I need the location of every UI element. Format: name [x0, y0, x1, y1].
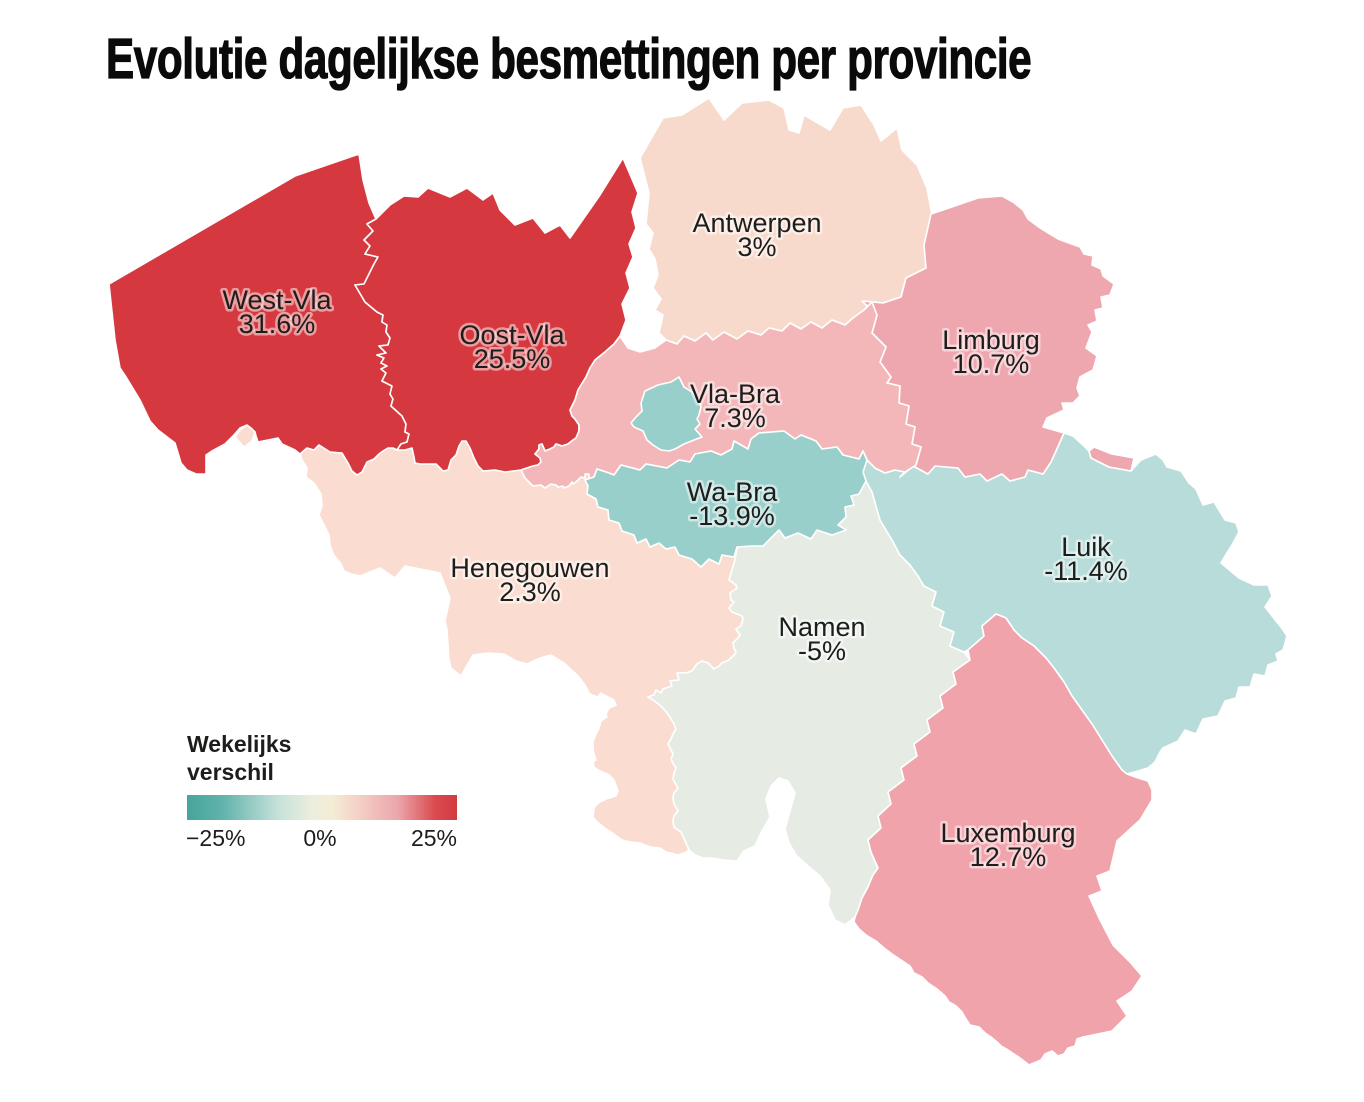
svg-text:Luik: Luik: [1061, 532, 1111, 562]
svg-text:Antwerpen: Antwerpen: [692, 208, 821, 238]
svg-text:10.7%: 10.7%: [953, 349, 1030, 379]
svg-text:7.3%: 7.3%: [704, 403, 766, 433]
svg-text:Wa-Bra: Wa-Bra: [687, 477, 778, 507]
svg-text:Luxemburg: Luxemburg: [940, 818, 1075, 848]
svg-text:Henegouwen: Henegouwen: [450, 553, 609, 583]
svg-text:25.5%: 25.5%: [474, 344, 551, 374]
svg-text:25%: 25%: [411, 825, 457, 851]
svg-text:-11.4%: -11.4%: [1044, 556, 1128, 586]
svg-text:Oost-Vla: Oost-Vla: [459, 320, 565, 350]
svg-text:Vla-Bra: Vla-Bra: [690, 379, 781, 409]
svg-text:Wekelijks: Wekelijks: [187, 731, 291, 757]
svg-text:West-Vla: West-Vla: [222, 285, 332, 315]
svg-text:-5%: -5%: [798, 636, 846, 666]
svg-text:verschil: verschil: [187, 759, 274, 785]
svg-text:-13.9%: -13.9%: [689, 501, 775, 531]
svg-text:2.3%: 2.3%: [499, 577, 561, 607]
svg-text:Namen: Namen: [778, 612, 865, 642]
svg-text:0%: 0%: [303, 825, 336, 851]
svg-text:Limburg: Limburg: [942, 325, 1040, 355]
svg-text:12.7%: 12.7%: [970, 842, 1047, 872]
svg-text:−25%: −25%: [186, 825, 245, 851]
svg-text:31.6%: 31.6%: [239, 309, 316, 339]
svg-text:3%: 3%: [737, 232, 776, 262]
